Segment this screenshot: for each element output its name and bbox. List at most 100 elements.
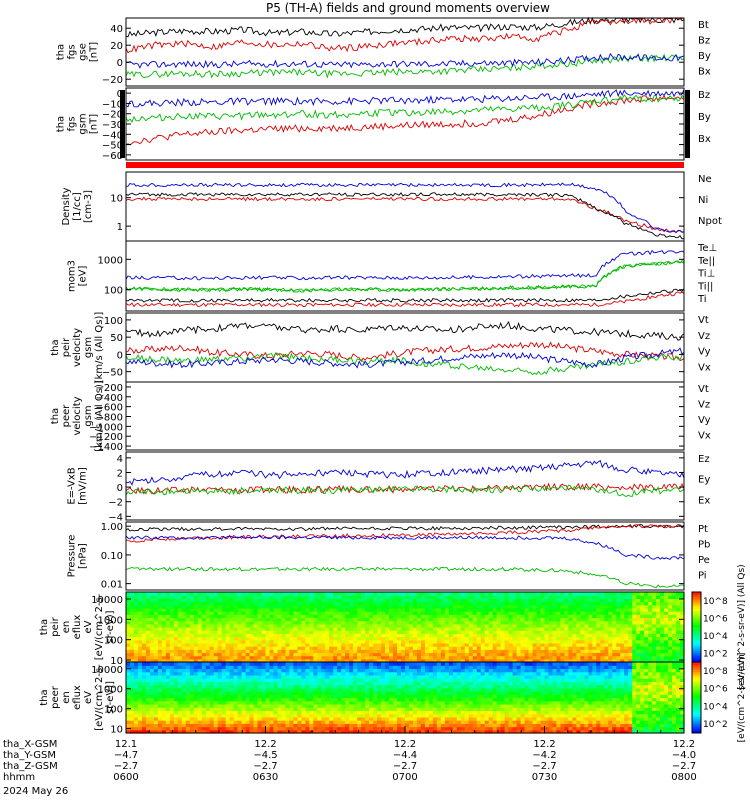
spectrogram-cell <box>157 627 163 631</box>
spectrogram-cell <box>313 604 318 609</box>
spectrogram-cell <box>137 681 143 686</box>
spectrogram-cell <box>297 620 302 625</box>
spectrogram-cell <box>588 611 593 615</box>
spectrogram-cell <box>141 646 147 650</box>
spectrogram-cell <box>293 703 298 708</box>
spectrogram-cell <box>213 674 219 679</box>
spectrogram-cell <box>373 623 378 628</box>
spectrogram-cell <box>325 620 330 625</box>
spectrogram-cell <box>401 639 406 644</box>
spectrogram-cell <box>157 623 163 628</box>
spectrogram-cell <box>397 694 402 699</box>
y-tick-label: −10 <box>102 99 123 110</box>
spectrogram-cell <box>632 646 637 650</box>
spectrogram-cell <box>436 633 442 638</box>
spectrogram-cell <box>568 658 573 663</box>
spectrogram-cell <box>337 720 342 724</box>
spectrogram-cell <box>564 630 570 634</box>
spectrogram-cell <box>233 611 239 615</box>
spectrogram-cell <box>552 642 558 647</box>
spectrogram-cell <box>333 595 338 599</box>
spectrogram-cell <box>137 658 143 663</box>
spectrogram-cell <box>333 652 338 657</box>
spectrogram-cell <box>528 623 534 628</box>
spectrogram-cell <box>169 633 175 638</box>
spectrogram-cell <box>652 611 657 615</box>
spectrogram-cell <box>464 595 470 599</box>
spectrogram-cell <box>580 614 585 619</box>
spectrogram-cell <box>389 623 394 628</box>
spectrogram-cell <box>381 700 386 705</box>
spectrogram-cell <box>608 607 613 612</box>
spectrogram-cell <box>317 681 322 686</box>
spectrogram-cell <box>305 627 310 631</box>
spectrogram-cell <box>476 630 482 634</box>
spectrogram-cell <box>373 620 378 625</box>
spectrogram-cell <box>305 655 310 660</box>
spectrogram-cell <box>165 601 171 606</box>
colorbar-segment <box>692 643 701 647</box>
spectrogram-cell <box>277 665 283 670</box>
spectrogram-cell <box>405 703 410 708</box>
spectrogram-cell <box>153 598 159 603</box>
spectrogram-cell <box>608 620 613 625</box>
spectrogram-cell <box>213 697 219 702</box>
spectrogram-cell <box>444 595 450 599</box>
spectrogram-cell <box>408 703 414 708</box>
spectrogram-cell <box>668 620 673 625</box>
spectrogram-cell <box>153 707 159 712</box>
spectrogram-cell <box>169 687 175 692</box>
spectrogram-cell <box>145 687 151 692</box>
spectrogram-cell <box>285 703 291 708</box>
spectrogram-cell <box>345 658 350 663</box>
colorbar-segment <box>692 594 701 598</box>
spectrogram-cell <box>476 639 482 644</box>
spectrogram-cell <box>640 646 645 650</box>
spectrogram-cell <box>544 620 550 625</box>
spectrogram-cell <box>369 703 374 708</box>
spectrogram-cell <box>321 633 326 638</box>
spectrogram-cell <box>377 646 382 650</box>
spectrogram-cell <box>157 633 163 638</box>
spectrogram-cell <box>245 617 251 622</box>
spectrogram-cell <box>233 665 239 670</box>
spectrogram-cell <box>448 607 454 612</box>
spectrogram-cell <box>484 623 490 628</box>
spectrogram-cell <box>385 595 390 599</box>
spectrogram-cell <box>273 652 279 657</box>
spectrogram-cell <box>648 611 653 615</box>
spectrogram-cell <box>277 611 283 615</box>
spectrogram-cell <box>177 646 183 650</box>
spectrogram-cell <box>620 627 625 631</box>
spectrogram-cell <box>540 639 546 644</box>
spectrogram-9 <box>126 592 685 663</box>
spectrogram-cell <box>424 658 430 663</box>
spectrogram-cell <box>440 611 446 615</box>
spectrogram-cell <box>173 684 179 689</box>
spectrogram-cell <box>464 620 470 625</box>
spectrogram-cell <box>536 639 542 644</box>
spectrogram-cell <box>524 642 530 647</box>
spectrogram-cell <box>126 646 131 650</box>
legend-entry: Pb <box>698 540 710 551</box>
spectrogram-cell <box>257 678 263 682</box>
spectrogram-cell <box>153 720 159 724</box>
spectrogram-cell <box>293 642 298 647</box>
spectrogram-cell <box>365 617 370 622</box>
spectrogram-cell <box>141 652 147 657</box>
spectrogram-cell <box>680 630 685 634</box>
spectrogram-cell <box>237 646 243 650</box>
spectrogram-cell <box>592 601 597 606</box>
spectrogram-cell <box>261 607 267 612</box>
spectrogram-cell <box>333 658 338 663</box>
spectrogram-cell <box>420 652 426 657</box>
spectrogram-cell <box>456 642 462 647</box>
spectrogram-cell <box>584 658 589 663</box>
spectrogram-cell <box>193 652 199 657</box>
spectrogram-cell <box>285 687 291 692</box>
spectrogram-cell <box>636 639 641 644</box>
spectrogram-cell <box>245 630 251 634</box>
spectrogram-cell <box>620 649 625 654</box>
spectrogram-cell <box>393 646 398 650</box>
spectrogram-cell <box>237 636 243 641</box>
